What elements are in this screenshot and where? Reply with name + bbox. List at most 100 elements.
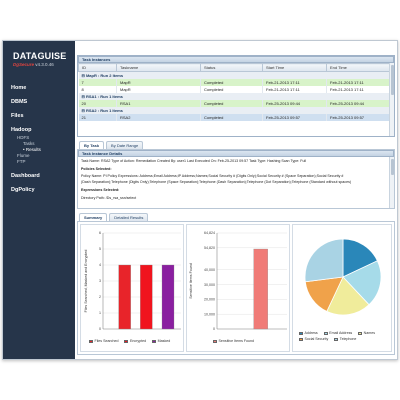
cell-start-time: Feb-21-2013 17:11 <box>262 85 327 93</box>
column-header-taskname[interactable]: Taskname <box>116 63 201 72</box>
cell-status: Completed <box>200 99 263 107</box>
sensitive-tick-label: 0 <box>213 327 215 331</box>
cell-start-time: Feb-25-2013 09:57 <box>262 113 327 121</box>
sensitive-tick-label: 10,000 <box>204 312 215 316</box>
files-legend-label: Files Searched <box>94 339 119 343</box>
files-tick-label: 2 <box>99 295 101 299</box>
pie-legend-swatch <box>299 331 303 335</box>
files-bar <box>118 264 131 330</box>
pie-legend-swatch <box>323 331 328 335</box>
sensitive-tick-label: 30,000 <box>204 283 215 287</box>
chart-sensitive-box: 0 10,000 20,000 30,000 40,000 54,820 64,824 Sen… <box>186 224 290 352</box>
files-y-axis-label: Files Searched, Masked and Encrypted <box>84 250 88 313</box>
sensitive-legend-swatch <box>213 339 217 343</box>
sidebar-subitem-ftp[interactable]: FTP <box>17 159 26 164</box>
sidebar-item-dashboard[interactable]: Dashboard <box>11 173 40 179</box>
files-legend-item: Masked <box>152 339 170 343</box>
task-instances-panel: Task Instances ID Taskname Status Start … <box>77 55 395 137</box>
chart-files-box: 0 1 2 3 4 5 6 Files Searched, Masked and Encryp… <box>80 224 184 352</box>
task-summary-line: Task Name: RSA2 Type of Action: Remediat… <box>81 159 307 163</box>
table-row[interactable]: 8 MapR Completed Feb-21-2013 17:11 Feb-2… <box>78 85 391 93</box>
pie-legend-item: Address <box>299 331 318 335</box>
tab-summary[interactable]: Summary <box>79 213 108 221</box>
brand-logo: DATAGUISE DgSecure v4.3.0.46 <box>3 41 75 81</box>
results-panel: 0 1 2 3 4 5 6 Files Searched, Masked and Encryp… <box>77 221 395 355</box>
table-row-selected[interactable]: 21 RSA2 Completed Feb-25-2013 09:57 Feb-… <box>78 113 391 121</box>
sensitive-tick-label: 54,820 <box>204 246 215 250</box>
task-grid-scrollbar[interactable] <box>389 63 394 136</box>
pie-legend-swatch <box>299 337 303 341</box>
files-legend-swatch <box>89 339 93 343</box>
sensitive-legend-item: Sensitive Items Found <box>213 339 254 343</box>
tab-by-date-range[interactable]: By Date Range <box>106 141 144 149</box>
tab-by-task[interactable]: By Task <box>79 141 105 149</box>
group-row[interactable]: ⊟ RSA2 : Run 1 Items <box>78 106 391 114</box>
table-row[interactable]: 20 RSA1 Completed Feb-25-2013 09:44 Feb-… <box>78 99 391 107</box>
sidebar-item-files[interactable]: Files <box>11 113 24 119</box>
sensitive-tick-label: 40,000 <box>204 268 215 272</box>
task-instances-title: Task Instances <box>78 56 394 63</box>
sensitive-legend-label: Sensitive Items Found <box>218 339 255 343</box>
column-header-start-time[interactable]: Start Time <box>262 63 327 72</box>
brand-name: DATAGUISE <box>13 51 67 61</box>
task-details-title: Task Instance Details <box>78 150 394 157</box>
pie-legend-swatch <box>358 331 363 335</box>
task-instances-grid: ID Taskname Status Start Time End Time ⊟… <box>78 63 391 121</box>
task-instances-table: ID Taskname Status Start Time End Time ⊟… <box>78 63 391 121</box>
sidebar-subitem-hdfs[interactable]: HDFS <box>17 135 30 140</box>
pie-legend-swatch <box>334 337 339 341</box>
pie-legend-label: Email Address <box>329 331 353 335</box>
sidebar-subitem-tasks[interactable]: Tasks <box>23 141 35 146</box>
policy-expressions-line: Policy Name: PI Policy Expressions: Addr… <box>81 174 344 178</box>
cell-taskname: MapR <box>116 85 201 93</box>
cell-id: 8 <box>78 85 117 93</box>
chart-pie-box: Address Email Address Names Social Security… <box>292 224 392 352</box>
sidebar-item-dgpolicy[interactable]: DgPolicy <box>11 187 35 193</box>
task-details-panel: Task Instance Details Task Name: RSA2 Ty… <box>77 149 395 209</box>
sidebar-item-hadoop[interactable]: Hadoop <box>11 127 32 133</box>
cell-end-time: Feb-21-2013 17:11 <box>326 78 391 86</box>
group-row[interactable]: ⊟ RSA1 : Run 1 Items <box>78 92 391 100</box>
column-header-end-time[interactable]: End Time <box>326 63 391 72</box>
cell-taskname: RSA1 <box>116 99 201 107</box>
chart-sensitive: 0 10,000 20,000 30,000 40,000 54,820 64,824 Sen… <box>189 231 287 331</box>
pie-legend-label: Names <box>363 331 376 335</box>
group-row[interactable]: ⊟ MapR : Run 2 Items <box>78 71 391 79</box>
sidebar-subitem-results[interactable]: • Results <box>23 147 41 152</box>
chart-files-legend: Files Searched Encrypted Masked <box>89 339 183 343</box>
group-label: ⊟ RSA2 : Run 1 Items <box>78 106 391 114</box>
pie-slice <box>304 238 344 283</box>
sidebar: DATAGUISE DgSecure v4.3.0.46 Home DBMS F… <box>3 41 75 359</box>
sidebar-item-dbms[interactable]: DBMS <box>11 99 28 105</box>
table-row[interactable]: 7 MapR Completed Feb-21-2013 17:11 Feb-2… <box>78 78 391 86</box>
product-version: v4.3.0.46 <box>35 62 54 67</box>
pie-legend-item: Telephone <box>334 337 356 341</box>
details-scroll-thumb[interactable] <box>391 159 394 175</box>
sidebar-subitem-flume[interactable]: Flume <box>17 153 30 158</box>
files-tick-label: 0 <box>99 327 101 331</box>
files-bar <box>161 264 175 330</box>
tab-detailed-results[interactable]: Detailed Results <box>109 213 149 221</box>
sensitive-tick-label: 64,824 <box>204 231 215 235</box>
files-tick-label: 3 <box>99 279 101 283</box>
column-header-status[interactable]: Status <box>200 63 263 72</box>
sensitive-tick-label: 20,000 <box>204 298 215 302</box>
cell-status: Completed <box>200 85 263 93</box>
files-legend-swatch <box>124 339 129 343</box>
column-header-id[interactable]: ID <box>78 63 117 72</box>
details-scrollbar[interactable] <box>389 157 394 208</box>
result-tabs: Summary Detailed Results <box>79 213 149 221</box>
files-tick-label: 1 <box>99 311 101 315</box>
cell-start-time: Feb-21-2013 17:11 <box>262 78 327 86</box>
sidebar-item-home[interactable]: Home <box>11 85 27 91</box>
files-legend-swatch <box>152 339 157 343</box>
files-legend-item: Encrypted <box>124 339 146 343</box>
main-content: Task Instances ID Taskname Status Start … <box>77 55 395 357</box>
sensitive-y-axis-label: Sensitive Items Found <box>189 263 193 299</box>
cell-end-time: Feb-25-2013 09:57 <box>326 113 391 121</box>
policy-expressions-line-cont: (Dash Separation);Telephone (Digits Only… <box>81 180 352 184</box>
task-grid-scroll-thumb[interactable] <box>391 65 394 95</box>
sensitive-bar <box>253 248 268 330</box>
files-tick-label: 4 <box>99 263 101 267</box>
cell-id: 7 <box>78 78 117 86</box>
